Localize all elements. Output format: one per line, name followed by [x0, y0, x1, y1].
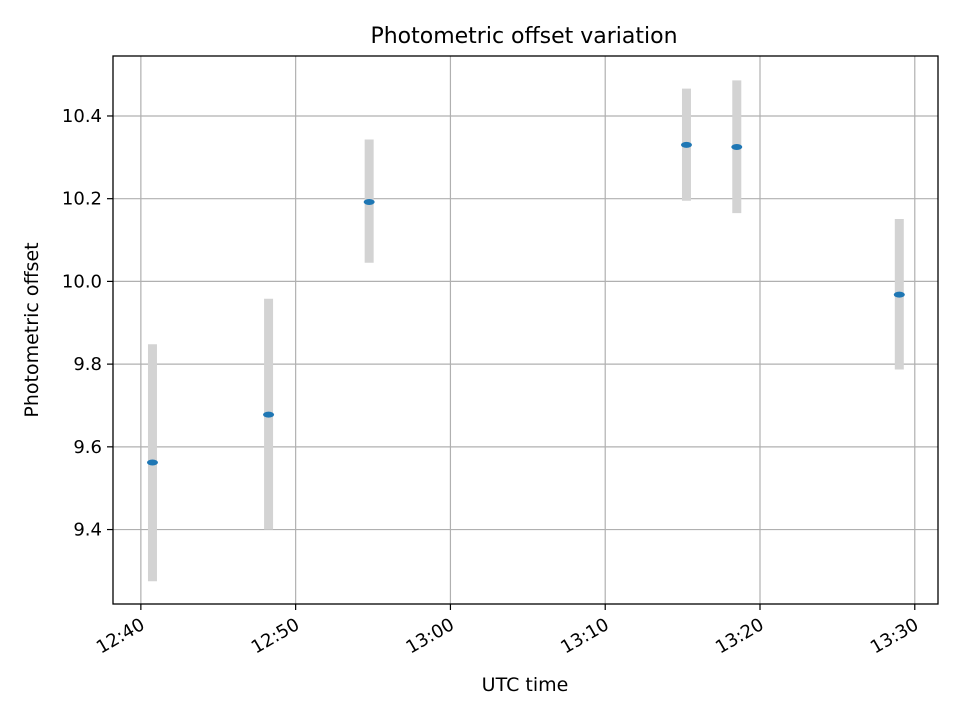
y-tick-label: 10.4 — [62, 106, 102, 127]
grid — [113, 56, 938, 604]
x-tick-label: 13:20 — [712, 614, 767, 658]
data-point — [731, 143, 743, 150]
plot-frame — [112, 55, 939, 605]
y-tick-label: 9.8 — [73, 354, 102, 375]
data-point — [680, 141, 692, 148]
y-tick-label: 9.6 — [73, 437, 102, 458]
chart-title: Photometric offset variation — [370, 24, 677, 49]
x-tick-label: 13:30 — [867, 614, 922, 658]
y-axis-ticks: 9.4 9.6 9.8 10.0 10.2 10.4 — [62, 106, 113, 541]
x-tick-label: 12:50 — [248, 614, 303, 658]
y-axis-label: Photometric offset — [21, 242, 43, 417]
y-tick-label: 9.4 — [73, 520, 102, 541]
y-tick-label: 10.2 — [62, 189, 102, 210]
data-point — [893, 291, 905, 298]
x-axis-label: UTC time — [482, 674, 569, 696]
x-tick-label: 13:10 — [557, 614, 612, 658]
x-tick-label: 13:00 — [403, 614, 458, 658]
y-tick-label: 10.0 — [62, 271, 102, 292]
data-points — [146, 141, 905, 466]
data-point — [363, 198, 375, 205]
error-bars — [147, 80, 904, 582]
data-point — [263, 411, 275, 418]
x-axis-ticks: 12:40 12:50 13:00 13:10 13:20 13:30 — [93, 604, 922, 658]
x-tick-label: 12:40 — [93, 614, 148, 658]
data-point — [146, 459, 158, 466]
